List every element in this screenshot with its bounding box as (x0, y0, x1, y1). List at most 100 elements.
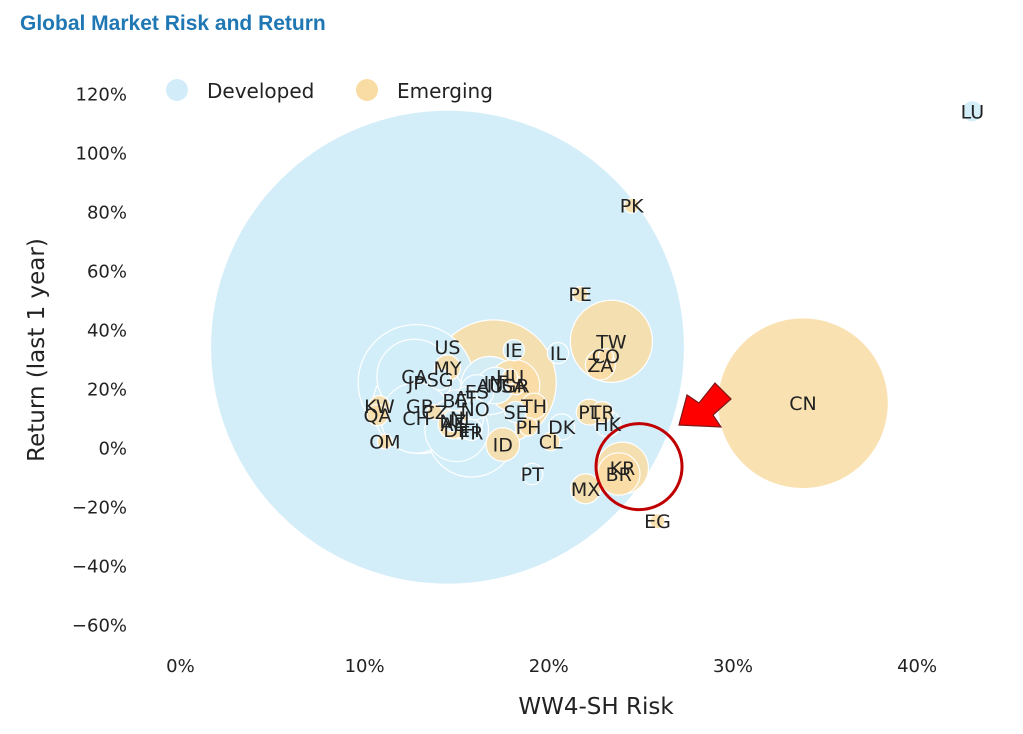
bubble-pe (572, 286, 589, 303)
point-label-kw: KW (364, 396, 395, 418)
y-axis-label: Return (last 1 year) (24, 238, 50, 462)
x-axis-ticks: 0% 10% 20% 30% 40% (166, 656, 937, 677)
x-tick-label: 20% (529, 656, 569, 677)
legend-marker-developed (166, 79, 188, 101)
chart-title: Global Market Risk and Return (20, 12, 326, 35)
bubble-lu (961, 100, 984, 123)
point-label-be: BE (442, 390, 467, 412)
point-label-se: SE (504, 402, 528, 424)
point-label-om: OM (369, 432, 400, 454)
point-label-sg: SG (427, 370, 454, 392)
point-label-us: US (435, 337, 461, 359)
x-tick-label: 10% (345, 656, 385, 677)
point-label-tr: TR (589, 402, 615, 424)
bubble-il (546, 341, 570, 365)
annotation-layer (594, 382, 732, 512)
point-label-ph: PH (516, 417, 542, 439)
point-label-it: IT (487, 376, 505, 398)
point-label-cl: CL (539, 432, 563, 454)
y-tick-label: −40% (72, 556, 127, 577)
bubble-id (485, 427, 521, 462)
point-label-sa: SA (501, 376, 526, 398)
x-tick-label: 0% (166, 656, 195, 677)
point-label-de: DE (443, 420, 470, 442)
point-label-co: CO (592, 346, 620, 368)
x-axis-label: WW4-SH Risk (518, 694, 674, 720)
point-label-jp: JP (407, 373, 425, 395)
y-tick-label: 80% (87, 203, 127, 224)
bubble-hu (502, 368, 519, 385)
y-tick-label: 40% (87, 321, 127, 342)
point-label-es: ES (465, 381, 489, 403)
bubble-co (597, 347, 614, 365)
y-tick-label: 60% (87, 262, 127, 283)
point-label-dk: DK (548, 417, 576, 439)
point-label-gr: GR (502, 376, 530, 398)
point-label-br: BR (606, 464, 632, 486)
point-label-ie: IE (505, 340, 523, 362)
legend-label-developed: Developed (207, 79, 314, 103)
y-axis-ticks: 120% 100% 80% 60% 40% 20% 0% −20% −40% −60% (72, 85, 127, 637)
point-label-fr: FR (459, 423, 483, 445)
point-label-in: IN (484, 373, 504, 395)
point-label-gb: GB (406, 396, 434, 418)
point-label-qa: QA (364, 405, 392, 427)
bubble-ie (502, 338, 525, 362)
point-label-cn: CN (789, 393, 816, 415)
point-label-th: TH (520, 396, 547, 418)
bubble-cl (540, 431, 561, 452)
bubble-se (504, 400, 527, 424)
arrow-annotation (678, 382, 732, 428)
y-tick-label: 100% (76, 144, 127, 165)
point-label-mx: MX (571, 479, 600, 501)
point-label-ae: AE (441, 414, 466, 436)
point-label-hk: HK (594, 414, 621, 436)
bubble-qa (366, 403, 389, 427)
point-label-pe: PE (568, 284, 591, 306)
point-label-pl: PL (578, 402, 600, 424)
point-label-tw: TW (595, 331, 627, 353)
point-label-my: MY (434, 358, 462, 380)
y-tick-label: −60% (72, 615, 127, 636)
bubble-pk (623, 197, 640, 214)
legend-label-emerging: Emerging (397, 79, 493, 103)
y-tick-label: 120% (76, 85, 127, 106)
point-label-ch: CH (402, 408, 430, 430)
y-tick-label: −20% (72, 497, 127, 518)
point-label-no: NO (461, 399, 490, 421)
bubble-sg (428, 368, 452, 391)
point-label-nl: NL (450, 408, 475, 430)
y-tick-label: 20% (87, 379, 127, 400)
point-label-eg: EG (644, 511, 671, 533)
bubble-tr (591, 400, 614, 424)
point-label-ca: CA (401, 367, 427, 389)
point-label-id: ID (493, 435, 513, 457)
x-tick-label: 30% (713, 656, 753, 677)
point-label-kr: KR (610, 458, 636, 480)
legend: Developed Emerging (166, 79, 493, 103)
highlight-circle (594, 422, 684, 512)
y-tick-label: 0% (98, 438, 127, 459)
point-label-nz: NZ (439, 411, 466, 433)
point-label-pt: PT (521, 464, 544, 486)
bubble-cz (426, 403, 443, 421)
point-label-pk: PK (620, 196, 644, 218)
bubble-layer (209, 100, 984, 585)
point-label-hu: HU (496, 367, 524, 389)
legend-marker-emerging (356, 79, 378, 101)
bubble-pt (521, 462, 544, 486)
bubble-eg (649, 513, 666, 530)
point-label-au: AU (476, 376, 503, 398)
point-label-lu: LU (961, 101, 985, 123)
point-label-za: ZA (587, 355, 613, 377)
point-label-fi: FI (463, 420, 480, 442)
point-label-at: AT (454, 387, 478, 409)
bubble-om (376, 433, 393, 450)
point-label-il: IL (550, 343, 567, 365)
bubble-no (463, 397, 487, 421)
bubble-ph (518, 417, 539, 437)
x-tick-label: 40% (897, 656, 937, 677)
point-label-cz: CZ (421, 402, 447, 424)
